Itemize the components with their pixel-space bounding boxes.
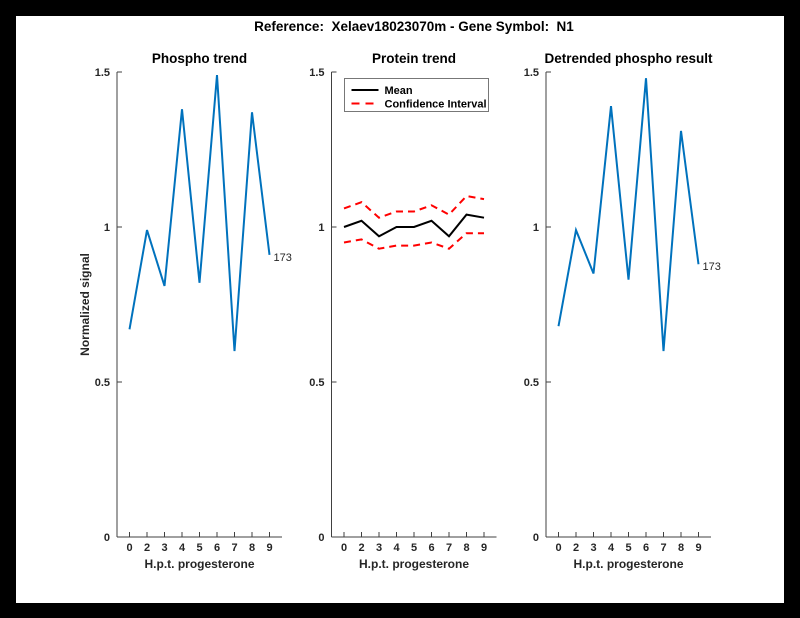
series-line-mean — [343, 213, 485, 238]
y-tick-label: 1 — [104, 222, 110, 234]
series-line-phospho-signal — [128, 75, 271, 352]
x-tick-label: 4 — [179, 542, 186, 554]
legend-entry-label: Confidence Interval — [385, 99, 487, 111]
figure-canvas — [16, 16, 784, 603]
x-axis-label: H.p.t. progesterone — [144, 557, 254, 571]
subplot-title: Phospho trend — [152, 51, 247, 66]
x-tick-label: 5 — [411, 542, 417, 554]
x-tick-label: 9 — [266, 542, 272, 554]
x-axis-label: H.p.t. progesterone — [573, 557, 683, 571]
x-tick-label: 2 — [358, 542, 364, 554]
y-tick-label: 1 — [533, 222, 539, 234]
x-tick-label: 3 — [376, 542, 382, 554]
x-tick-label: 3 — [590, 542, 596, 554]
y-tick-label: 0 — [318, 532, 324, 544]
y-tick-label: 1 — [318, 222, 324, 234]
subplot-title: Detrended phospho result — [544, 51, 713, 66]
x-tick-label: 7 — [231, 542, 237, 554]
x-tick-label: 3 — [161, 542, 167, 554]
series-line-confidence-interval-lower — [343, 232, 484, 250]
y-axis-label: Normalized signal — [78, 253, 92, 356]
x-tick-label: 4 — [608, 542, 615, 554]
x-tick-label: 4 — [393, 542, 400, 554]
x-tick-label: 2 — [573, 542, 579, 554]
y-tick-label: 0.5 — [524, 377, 539, 389]
line-end-annotation: 173 — [703, 261, 721, 273]
x-tick-label: 6 — [428, 542, 434, 554]
x-tick-label: 7 — [446, 542, 452, 554]
y-tick-label: 1.5 — [95, 67, 110, 79]
line-end-annotation: 173 — [274, 252, 292, 264]
series-line-detrended-phospho-signal — [557, 78, 700, 352]
x-tick-label: 7 — [660, 542, 666, 554]
figure-title: Reference: Xelaev18023070m - Gene Symbol… — [254, 19, 574, 34]
x-tick-label: 6 — [643, 542, 649, 554]
y-tick-label: 1.5 — [309, 67, 324, 79]
y-tick-label: 0 — [533, 532, 539, 544]
x-axis-label: H.p.t. progesterone — [359, 557, 469, 571]
x-tick-label: 0 — [555, 542, 561, 554]
subplot-title: Protein trend — [372, 51, 456, 66]
legend-box — [344, 78, 489, 112]
x-tick-label: 8 — [249, 542, 255, 554]
x-tick-label: 5 — [196, 542, 202, 554]
x-tick-label: 8 — [678, 542, 684, 554]
x-tick-label: 9 — [695, 542, 701, 554]
x-tick-label: 6 — [214, 542, 220, 554]
x-tick-label: 2 — [144, 542, 150, 554]
y-tick-label: 0 — [104, 532, 110, 544]
x-tick-label: 8 — [463, 542, 469, 554]
legend: Mean Confidence Interval — [344, 78, 489, 112]
x-tick-label: 9 — [481, 542, 487, 554]
series-line-confidence-interval-upper — [343, 194, 485, 219]
x-tick-label: 0 — [341, 542, 347, 554]
legend-entry-label: Mean — [385, 85, 413, 97]
y-tick-label: 0.5 — [309, 377, 324, 389]
x-tick-label: 0 — [126, 542, 132, 554]
x-tick-label: 5 — [625, 542, 631, 554]
y-tick-label: 1.5 — [524, 67, 539, 79]
y-tick-label: 0.5 — [95, 377, 110, 389]
